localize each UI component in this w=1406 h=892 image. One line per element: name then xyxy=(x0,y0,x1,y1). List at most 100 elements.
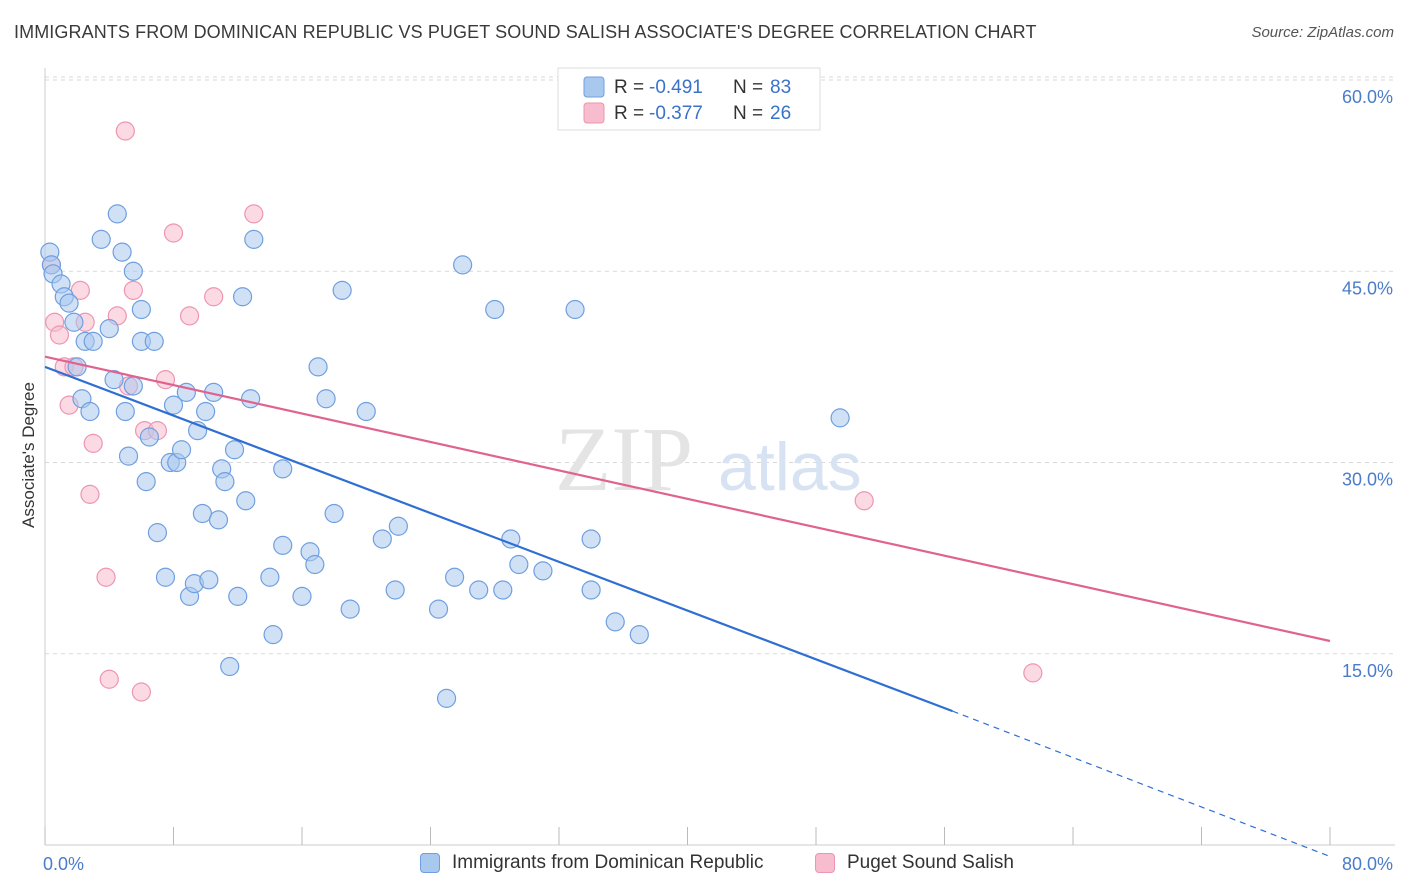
data-point-dominican-republic xyxy=(67,357,87,377)
x-tick-label-min: 0.0% xyxy=(43,854,84,874)
data-point-dominican-republic xyxy=(199,570,219,590)
source-label: Source: ZipAtlas.com xyxy=(1251,24,1394,41)
legend-r-value-2: -0.377 xyxy=(649,103,703,124)
data-point-dominican-republic xyxy=(192,503,213,524)
watermark: ZIP atlas xyxy=(555,408,862,510)
y-tick-label: 15.0% xyxy=(1342,661,1393,681)
data-point-puget-sound-salish xyxy=(1023,663,1043,683)
data-point-dominican-republic xyxy=(147,523,168,543)
data-point-dominican-republic xyxy=(385,580,405,600)
data-point-puget-sound-salish xyxy=(99,669,119,689)
legend-label-puget-sound-salish: Puget Sound Salish xyxy=(847,852,1014,873)
data-point-dominican-republic xyxy=(104,370,124,390)
data-point-dominican-republic xyxy=(388,516,408,536)
legend-label-dominican-republic: Immigrants from Dominican Republic xyxy=(452,852,764,873)
data-point-dominican-republic xyxy=(316,389,336,409)
legend-r-value-1: -0.491 xyxy=(649,77,703,98)
y-tick-labels: 15.0% 30.0% 45.0% 60.0% xyxy=(1342,87,1393,681)
data-point-dominican-republic xyxy=(428,599,449,619)
trend-line-puget-sound-salish xyxy=(44,355,1331,643)
legend-swatch-pink xyxy=(583,102,605,124)
data-point-dominican-republic xyxy=(220,656,240,677)
data-point-dominican-republic xyxy=(565,299,585,320)
chart-title: IMMIGRANTS FROM DOMINICAN REPUBLIC VS PU… xyxy=(14,22,1037,42)
data-point-dominican-republic xyxy=(228,586,248,606)
data-point-puget-sound-salish xyxy=(244,204,264,224)
trend-lines xyxy=(44,355,1331,858)
legend-n-label-2: N = xyxy=(733,103,763,124)
data-point-puget-sound-salish xyxy=(80,484,100,504)
y-tick-label: 30.0% xyxy=(1342,470,1393,490)
data-point-dominican-republic xyxy=(241,389,261,409)
data-point-dominican-republic xyxy=(581,580,601,600)
data-point-puget-sound-salish xyxy=(123,280,143,300)
data-point-puget-sound-salish xyxy=(83,433,103,453)
data-point-dominican-republic xyxy=(171,440,192,460)
data-point-puget-sound-salish xyxy=(131,682,151,702)
data-point-puget-sound-salish xyxy=(163,223,184,243)
data-point-dominican-republic xyxy=(123,376,143,396)
legend-swatch-dominican-republic xyxy=(420,853,440,873)
series-dominican-republic xyxy=(40,204,850,708)
data-point-dominican-republic xyxy=(372,529,392,549)
data-point-puget-sound-salish xyxy=(854,491,874,511)
data-point-dominican-republic xyxy=(605,612,625,632)
y-tick-label: 45.0% xyxy=(1342,278,1393,298)
grid-lines xyxy=(45,76,1395,655)
data-point-dominican-republic xyxy=(80,401,100,422)
data-point-dominican-republic xyxy=(485,299,505,320)
data-point-dominican-republic xyxy=(196,401,216,422)
data-point-dominican-republic xyxy=(830,408,850,428)
legend-n-label-1: N = xyxy=(733,77,763,98)
data-point-dominican-republic xyxy=(356,401,376,422)
data-point-dominican-republic xyxy=(232,287,253,307)
data-point-dominican-republic xyxy=(629,625,649,645)
legend-swatch-blue xyxy=(583,76,605,98)
legend-n-value-1: 83 xyxy=(770,77,791,98)
y-axis-label: Associate's Degree xyxy=(19,382,38,528)
data-point-dominican-republic xyxy=(83,331,103,351)
watermark-zip: ZIP xyxy=(555,408,693,510)
data-point-dominican-republic xyxy=(112,242,132,262)
data-point-dominican-republic xyxy=(224,440,245,460)
data-point-dominican-republic xyxy=(136,472,156,492)
data-point-dominican-republic xyxy=(64,312,84,332)
data-point-dominican-republic xyxy=(263,625,283,645)
data-point-dominican-republic xyxy=(324,503,344,524)
data-point-dominican-republic xyxy=(581,529,601,549)
data-point-dominican-republic xyxy=(340,599,360,619)
data-point-dominican-republic xyxy=(509,554,529,575)
data-point-dominican-republic xyxy=(163,395,184,415)
data-point-puget-sound-salish xyxy=(204,287,224,307)
data-point-dominican-republic xyxy=(305,554,325,575)
data-point-dominican-republic xyxy=(436,688,457,708)
data-point-dominican-republic xyxy=(208,510,229,530)
data-point-dominican-republic xyxy=(260,567,280,587)
axes xyxy=(44,68,1395,846)
data-point-dominican-republic xyxy=(107,204,127,224)
data-point-dominican-republic xyxy=(444,567,465,587)
x-tick-labels: 0.0% 80.0% xyxy=(43,854,1393,874)
data-point-dominican-republic xyxy=(244,229,264,249)
data-point-dominican-republic xyxy=(59,293,79,313)
data-point-dominican-republic xyxy=(123,261,143,281)
data-point-dominican-republic xyxy=(99,319,119,339)
x-tick-label-max: 80.0% xyxy=(1342,854,1393,874)
data-point-dominican-republic xyxy=(118,446,139,466)
data-point-dominican-republic xyxy=(91,229,111,249)
data-point-dominican-republic xyxy=(469,580,489,600)
trend-line-dominican-republic xyxy=(44,365,953,713)
data-point-dominican-republic xyxy=(292,586,312,606)
series-puget-sound-salish xyxy=(41,121,1043,702)
watermark-atlas: atlas xyxy=(718,429,862,505)
series-legend: Immigrants from Dominican Republic Puget… xyxy=(0,852,1406,878)
legend-n-value-2: 26 xyxy=(770,103,791,124)
legend-r-label-2: R = xyxy=(614,103,644,124)
trend-line-dominican-republic-extension xyxy=(952,710,1331,858)
data-point-dominican-republic xyxy=(493,580,513,600)
data-point-dominican-republic xyxy=(453,255,473,275)
data-point-dominican-republic xyxy=(273,535,293,555)
data-point-dominican-republic xyxy=(215,472,235,492)
legend-swatch-puget-sound-salish xyxy=(815,853,835,873)
